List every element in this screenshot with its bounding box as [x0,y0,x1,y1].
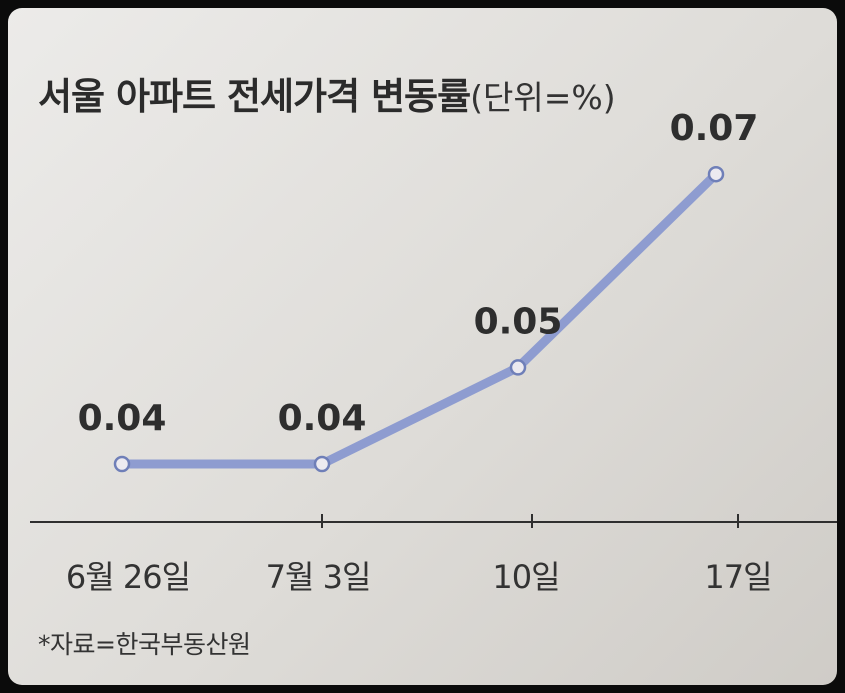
x-tick-label: 6월 26일 [66,558,190,596]
data-point-marker [313,455,331,473]
source-note: *자료=한국부동산원 [38,630,251,659]
data-point-marker [509,359,527,376]
chart-title: 서울 아파트 전세가격 변동률(단위=%) [38,66,616,120]
chart-title-text: 서울 아파트 전세가격 변동률 [38,75,471,118]
unit-label: (단위=%) [470,78,616,117]
data-point-marker [707,165,725,183]
x-tick-label: 17일 [704,558,771,596]
chart-panel: 서울 아파트 전세가격 변동률(단위=%) *자료=한국부동산원 [8,8,837,685]
data-label: 0.04 [78,398,167,439]
data-label: 0.07 [670,108,759,149]
data-point-marker [113,455,131,473]
data-label: 0.05 [474,301,563,342]
x-tick-label: 7월 3일 [266,558,371,596]
data-label: 0.04 [278,398,367,439]
x-tick-label: 10일 [492,558,559,596]
series-line [117,169,721,469]
